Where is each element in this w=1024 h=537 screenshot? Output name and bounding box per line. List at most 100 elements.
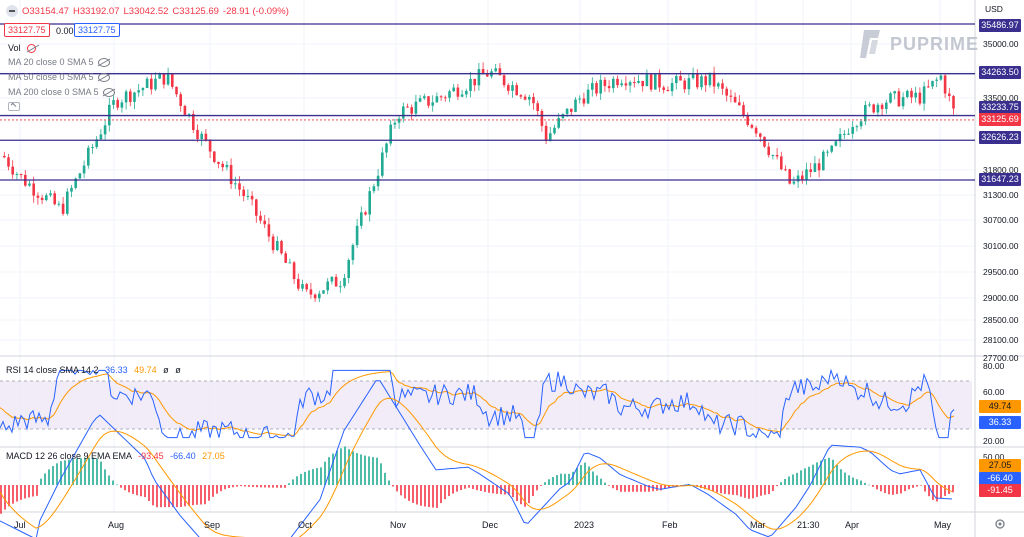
vol-legend[interactable]: Vol <box>8 43 37 54</box>
candle <box>74 177 77 190</box>
candle <box>154 72 157 92</box>
candle <box>595 80 598 97</box>
macd-hist-bar <box>584 462 586 485</box>
ma20-eye-off-icon[interactable] <box>97 58 110 68</box>
ma50-eye-off-icon[interactable] <box>97 73 110 83</box>
candle <box>82 160 86 179</box>
macd-hist-bar <box>412 485 414 503</box>
candle <box>586 84 590 105</box>
macd-legend[interactable]: MACD 12 26 close 9 EMA EMA -93.45 -66.40… <box>6 451 225 461</box>
candle <box>738 95 741 106</box>
macd-hist-bar <box>872 485 874 487</box>
macd-hist-bar <box>8 485 10 507</box>
candle <box>435 92 439 103</box>
macd-hist-bar <box>356 453 358 485</box>
candle <box>540 109 544 132</box>
macd-hist-bar <box>500 485 502 495</box>
macd-hist-bar <box>620 485 622 492</box>
macd-hist-bar <box>704 485 706 490</box>
macd-hist-bar <box>724 485 726 494</box>
macd-hist-bar <box>280 485 282 488</box>
candle <box>427 95 430 109</box>
candle <box>225 161 229 171</box>
macd-hist-bar <box>496 485 498 494</box>
macd-hist-bar <box>844 472 846 485</box>
macd-hist-bar <box>76 458 78 485</box>
puprime-logo-text: PUPRIME <box>890 33 980 54</box>
candle <box>217 161 220 169</box>
candle <box>70 184 73 198</box>
rsi-legend[interactable]: RSI 14 close SMA 14 2 36.33 49.74 ø ø <box>6 365 181 375</box>
macd-hist-bar <box>292 479 294 485</box>
candle <box>796 170 800 188</box>
candle <box>633 76 636 88</box>
macd-hist-bar <box>880 485 882 492</box>
macd-hist-bar <box>380 463 382 485</box>
macd-hist-bar <box>32 485 34 497</box>
macd-hist-bar <box>848 475 850 485</box>
macd-hist-bar <box>516 485 518 502</box>
candle <box>137 83 140 97</box>
ma50-legend[interactable]: MA 50 close 0 SMA 5 <box>8 72 110 83</box>
collapse-legend-icon[interactable] <box>8 102 20 111</box>
macd-hist-bar <box>508 485 510 495</box>
candle <box>771 154 775 160</box>
macd-hist-bar <box>708 485 710 491</box>
candle <box>931 80 934 89</box>
macd-hist-bar <box>320 467 322 485</box>
macd-hist-bar <box>592 471 594 485</box>
macd-hist-bar <box>636 485 638 492</box>
macd-hist-bar <box>188 485 190 506</box>
candle <box>511 81 514 98</box>
currency-label[interactable]: USD <box>985 4 1003 14</box>
macd-hist-bar <box>184 485 186 507</box>
candle <box>851 120 854 139</box>
macd-hist-bar <box>312 469 314 485</box>
candle <box>292 261 296 284</box>
macd-hist-bar <box>784 479 786 485</box>
macd-hist-bar <box>716 485 718 493</box>
ma20-legend[interactable]: MA 20 close 0 SMA 5 <box>8 57 110 68</box>
candle <box>943 73 947 99</box>
ma200-eye-off-icon[interactable] <box>102 88 115 98</box>
macd-hist-bar <box>84 457 86 485</box>
candle <box>477 62 481 91</box>
candle <box>145 76 149 89</box>
candle <box>305 282 308 292</box>
macd-hist-bar <box>924 485 926 492</box>
candle <box>473 78 476 92</box>
macd-hist-bar <box>908 485 910 490</box>
symbol-icon[interactable] <box>6 5 18 17</box>
macd-hist-bar <box>236 485 238 487</box>
macd-hist-bar <box>248 485 250 487</box>
macd-hist-bar <box>340 448 342 485</box>
sell-price-box[interactable]: 33127.75 <box>4 23 50 37</box>
candle <box>637 74 640 84</box>
candle <box>192 110 195 134</box>
candle <box>309 282 313 299</box>
candle <box>330 276 334 285</box>
macd-hist-bar <box>612 485 614 489</box>
candle <box>456 83 460 101</box>
candle <box>355 218 359 248</box>
candle <box>717 81 720 90</box>
vol-hide-icon[interactable] <box>27 44 37 54</box>
macd-line-value: -66.40 <box>170 451 196 461</box>
macd-hist-bar <box>668 485 670 488</box>
macd-hist-bar <box>560 473 562 485</box>
candle <box>532 93 535 110</box>
candle <box>393 118 397 129</box>
macd-hist-bar <box>876 485 878 490</box>
candle <box>402 102 405 123</box>
time-tick: Dec <box>482 520 499 530</box>
macd-hist-bar <box>768 485 770 495</box>
candle <box>150 73 153 95</box>
candle <box>162 73 166 89</box>
ma200-legend[interactable]: MA 200 close 0 SMA 5 <box>8 87 115 98</box>
rsi-sma-value: 49.74 <box>134 365 157 375</box>
buy-price-box[interactable]: 33127.75 <box>74 23 120 37</box>
macd-hist-bar <box>748 485 750 499</box>
settings-gear-icon[interactable] <box>995 519 1005 529</box>
macd-hist-bar <box>36 485 38 496</box>
